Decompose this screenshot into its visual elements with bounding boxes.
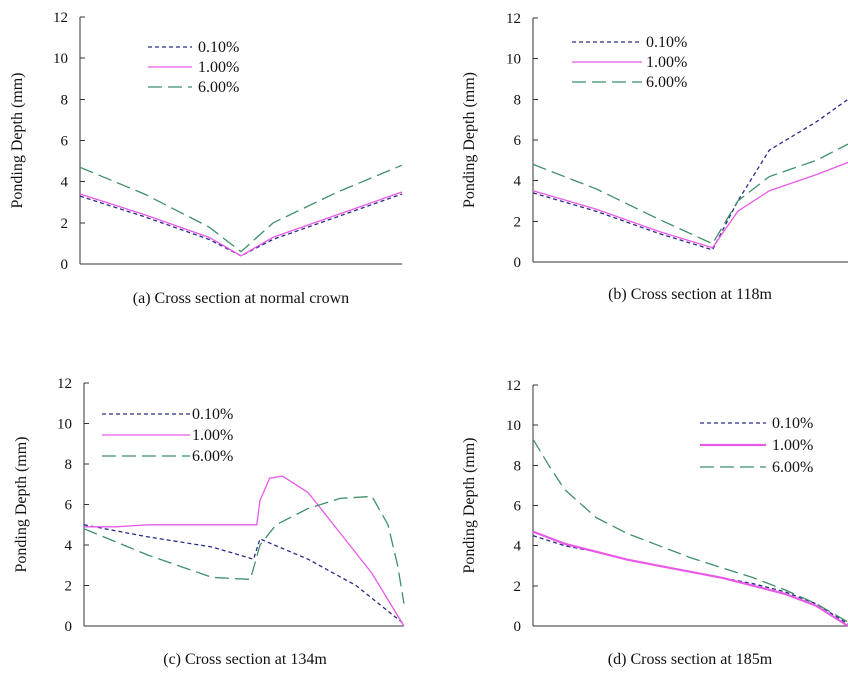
- series-line-0.10%: [532, 98, 848, 251]
- y-tick-label: 4: [65, 538, 73, 554]
- series-line-0.10%: [532, 534, 848, 625]
- y-tick-label: 6: [65, 498, 73, 514]
- legend-label: 6.00%: [192, 448, 233, 465]
- y-tick-label: 12: [53, 10, 68, 26]
- legend-label: 1.00%: [198, 59, 239, 76]
- legend-label: 1.00%: [772, 437, 813, 454]
- y-tick-label: 8: [61, 92, 69, 108]
- y-tick-label: 2: [65, 579, 73, 595]
- y-tick-label: 8: [65, 457, 73, 473]
- legend-label: 6.00%: [198, 79, 239, 96]
- legend-label: 1.00%: [646, 54, 687, 71]
- y-tick-label: 6: [61, 134, 69, 150]
- y-tick-label: 0: [514, 255, 522, 271]
- y-tick-label: 0: [61, 257, 69, 273]
- chart-caption: (c) Cross section at 134m: [163, 651, 327, 668]
- legend-label: 6.00%: [772, 459, 813, 476]
- y-axis-label: Ponding Depth (mm): [461, 72, 478, 208]
- series-line-6.00%: [532, 143, 848, 245]
- series-line-1.00%: [532, 530, 848, 627]
- series-line-1.00%: [79, 191, 403, 257]
- y-tick-label: 10: [506, 418, 521, 434]
- y-tick-label: 4: [61, 175, 69, 191]
- y-tick-label: 12: [57, 376, 72, 392]
- y-tick-label: 6: [514, 133, 522, 149]
- series-line-6.00%: [79, 164, 403, 253]
- legend-label: 0.10%: [198, 39, 239, 56]
- y-tick-label: 10: [506, 52, 521, 68]
- chart-panel-3: 0 2 4 6 8 10 12 Ponding Depth (mm) (c) Cross sec…: [13, 376, 405, 668]
- legend-label: 6.00%: [646, 74, 687, 91]
- y-tick-label: 2: [514, 214, 522, 230]
- y-tick-label: 2: [514, 579, 522, 595]
- series-line-6.00%: [532, 438, 848, 623]
- y-axis-label: Ponding Depth (mm): [9, 73, 26, 209]
- legend-label: 0.10%: [192, 406, 233, 423]
- y-tick-label: 10: [57, 417, 72, 433]
- y-tick-label: 8: [514, 458, 522, 474]
- chart-panel-1: 0 2 4 6 8 10 12 Ponding Depth (mm) (a) Cross sec…: [9, 10, 403, 307]
- series-line-6.00%: [83, 495, 405, 604]
- y-tick-label: 10: [53, 51, 68, 67]
- series-line-0.10%: [83, 524, 405, 625]
- legend-label: 0.10%: [646, 34, 687, 51]
- y-tick-label: 12: [506, 378, 521, 394]
- chart-panel-2: 0 2 4 6 8 10 12 Ponding Depth (mm) (b) Cross sec…: [461, 11, 848, 303]
- y-tick-label: 4: [514, 539, 522, 555]
- series-line-1.00%: [84, 475, 405, 627]
- legend-label: 0.10%: [772, 415, 813, 432]
- y-tick-label: 2: [61, 216, 69, 232]
- chart-caption: (d) Cross section at 185m: [608, 651, 773, 668]
- legend-label: 1.00%: [192, 427, 233, 444]
- y-tick-label: 8: [514, 92, 522, 108]
- y-tick-label: 0: [514, 619, 522, 635]
- y-axis-label: Ponding Depth (mm): [13, 437, 30, 573]
- y-axis-label: Ponding Depth (mm): [461, 438, 478, 574]
- y-tick-label: 4: [514, 174, 522, 190]
- chart-panel-4: 0 2 4 6 8 10 12 Ponding Depth (mm) (d) Cross sec…: [461, 378, 848, 668]
- series-line-0.10%: [79, 193, 403, 257]
- y-tick-label: 0: [65, 619, 73, 635]
- chart-caption: (a) Cross section at normal crown: [133, 290, 349, 307]
- series-line-1.00%: [532, 161, 848, 249]
- y-tick-label: 12: [506, 11, 521, 27]
- y-tick-label: 6: [514, 499, 522, 515]
- chart-caption: (b) Cross section at 118m: [608, 286, 772, 303]
